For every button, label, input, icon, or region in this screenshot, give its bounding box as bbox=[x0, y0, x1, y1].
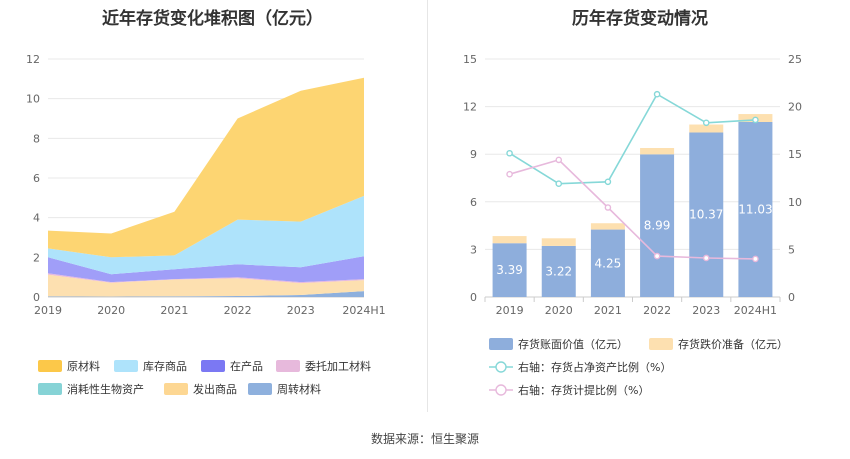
left-y-tick-label-6: 6 bbox=[33, 172, 40, 185]
area-series-6 bbox=[48, 77, 364, 258]
left-legend-swatch-3 bbox=[276, 360, 300, 372]
right-x-tick-label-4: 2023 bbox=[692, 304, 720, 317]
line-point-0-3 bbox=[653, 90, 661, 98]
left-y-tick-label-10: 10 bbox=[26, 93, 40, 106]
line-point-0-2 bbox=[604, 178, 612, 186]
area-series-0 bbox=[48, 291, 364, 297]
left-legend-swatch-6 bbox=[248, 383, 272, 395]
right-legend-label-3: 右轴：存货计提比例（%） bbox=[518, 383, 649, 397]
right-legend-swatch-0 bbox=[489, 338, 513, 350]
right-y2-tick-label-20: 20 bbox=[788, 101, 802, 114]
line-point-1-3 bbox=[653, 252, 661, 260]
line-point-0-0 bbox=[506, 149, 513, 157]
line-point-0-5 bbox=[752, 116, 759, 124]
right-y2-tick-label-25: 25 bbox=[788, 53, 802, 66]
left-legend-label-4: 消耗性生物资产 bbox=[67, 382, 144, 396]
bar-data-label-1: 3.22 bbox=[545, 264, 572, 278]
line-point-0-1 bbox=[555, 180, 563, 188]
data-source-note: 数据来源：恒生聚源 bbox=[370, 432, 479, 446]
area-series-5 bbox=[48, 195, 364, 275]
right-legend-swatch-1 bbox=[649, 338, 673, 350]
line-series-1 bbox=[509, 159, 756, 260]
right-legend-marker-1 bbox=[495, 384, 507, 396]
area-series-3 bbox=[48, 273, 364, 284]
left-y-tick-label-12: 12 bbox=[26, 53, 40, 66]
left-y-tick-label-0: 0 bbox=[33, 291, 40, 304]
line-series-0 bbox=[509, 93, 756, 185]
bar-series-0-1 bbox=[541, 245, 576, 297]
bar-data-label-0: 3.39 bbox=[496, 263, 523, 277]
left-legend-label-3: 委托加工材料 bbox=[305, 359, 371, 373]
bar-series-1-3 bbox=[640, 148, 675, 155]
right-legend-marker-0 bbox=[495, 361, 507, 373]
bar-series-0-3 bbox=[640, 154, 675, 297]
right-y-tick-label-3: 3 bbox=[470, 243, 477, 256]
left-legend-swatch-5 bbox=[164, 383, 188, 395]
right-y2-tick-label-10: 10 bbox=[788, 196, 802, 209]
bar-data-label-4: 10.37 bbox=[689, 208, 723, 222]
right-y2-tick-label-0: 0 bbox=[788, 291, 795, 304]
area-series-4 bbox=[48, 256, 364, 283]
right-y-tick-label-12: 12 bbox=[463, 101, 477, 114]
bar-series-0-0 bbox=[492, 243, 527, 297]
bar-series-0-2 bbox=[590, 229, 625, 297]
line-point-1-5 bbox=[752, 255, 759, 263]
right-x-tick-label-0: 2019 bbox=[496, 304, 524, 317]
bar-series-0-4 bbox=[689, 132, 724, 297]
bar-series-1-4 bbox=[689, 124, 724, 133]
left-legend-label-1: 库存商品 bbox=[143, 359, 187, 373]
left-legend-label-6: 周转材料 bbox=[277, 382, 321, 396]
right-y2-tick-label-15: 15 bbox=[788, 148, 802, 161]
right-x-tick-label-1: 2020 bbox=[545, 304, 573, 317]
right-y-tick-label-6: 6 bbox=[470, 196, 477, 209]
panel-divider bbox=[427, 0, 428, 412]
line-point-0-4 bbox=[702, 119, 710, 127]
left-legend-swatch-0 bbox=[38, 360, 62, 372]
left-x-tick-label-0: 2019 bbox=[34, 304, 62, 317]
line-point-1-0 bbox=[506, 170, 513, 178]
bar-data-label-3: 8.99 bbox=[644, 219, 671, 233]
line-point-1-2 bbox=[604, 204, 612, 211]
area-series-1 bbox=[48, 274, 364, 297]
right-legend-label-0: 存货账面价值（亿元） bbox=[518, 337, 628, 351]
right-x-tick-label-5: 2024H1 bbox=[734, 304, 777, 317]
left-x-tick-label-1: 2020 bbox=[97, 304, 125, 317]
bar-series-1-2 bbox=[590, 223, 625, 230]
right-y-tick-label-0: 0 bbox=[470, 291, 477, 304]
left-legend-swatch-1 bbox=[114, 360, 138, 372]
left-legend-swatch-4 bbox=[38, 383, 62, 395]
right-y-tick-label-9: 9 bbox=[470, 148, 477, 161]
line-point-1-1 bbox=[555, 156, 563, 164]
left-x-tick-label-3: 2022 bbox=[224, 304, 252, 317]
right-chart-title: 历年存货变动情况 bbox=[572, 9, 708, 29]
left-x-tick-label-4: 2023 bbox=[287, 304, 315, 317]
left-legend-label-0: 原材料 bbox=[67, 359, 100, 373]
right-legend-label-1: 存货跌价准备（亿元） bbox=[678, 337, 788, 351]
left-x-tick-label-5: 2024H1 bbox=[342, 304, 385, 317]
right-x-tick-label-3: 2022 bbox=[643, 304, 671, 317]
left-legend-label-2: 在产品 bbox=[230, 359, 263, 373]
left-y-tick-label-2: 2 bbox=[33, 251, 40, 264]
left-chart-title: 近年存货变化堆积图（亿元） bbox=[102, 9, 323, 29]
bar-data-label-2: 4.25 bbox=[595, 256, 622, 270]
bar-series-1-0 bbox=[492, 236, 527, 244]
left-legend-label-5: 发出商品 bbox=[193, 382, 237, 396]
bar-series-1-1 bbox=[541, 238, 576, 246]
right-x-tick-label-2: 2021 bbox=[594, 304, 622, 317]
left-x-tick-label-2: 2021 bbox=[160, 304, 188, 317]
right-y2-tick-label-5: 5 bbox=[788, 243, 795, 256]
left-y-tick-label-8: 8 bbox=[33, 132, 40, 145]
left-y-tick-label-4: 4 bbox=[33, 212, 40, 225]
bar-data-label-5: 11.03 bbox=[738, 202, 772, 216]
right-legend-label-2: 右轴：存货占净资产比例（%） bbox=[518, 360, 671, 374]
left-legend-swatch-2 bbox=[201, 360, 225, 372]
bar-series-0-5 bbox=[738, 121, 773, 298]
line-point-1-4 bbox=[702, 254, 710, 262]
right-y-tick-label-15: 15 bbox=[463, 53, 477, 66]
